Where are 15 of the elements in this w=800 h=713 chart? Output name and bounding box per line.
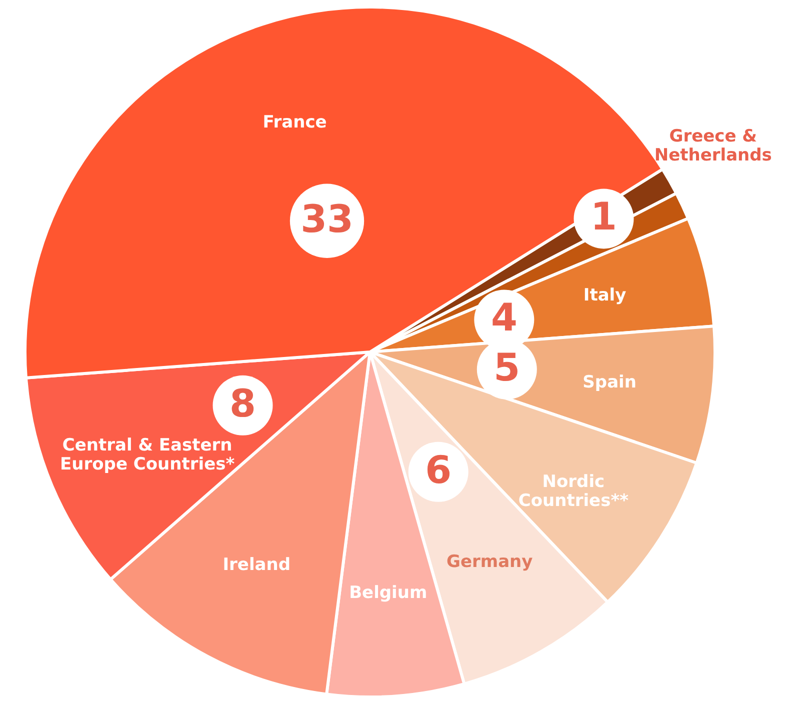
data-label: 1 bbox=[590, 194, 617, 239]
slice-label: Spain bbox=[582, 372, 636, 392]
slice-label: Germany bbox=[446, 552, 533, 572]
data-label: 6 bbox=[425, 448, 452, 492]
data-label: 5 bbox=[494, 345, 520, 390]
data-label: 8 bbox=[230, 381, 256, 426]
data-label: 4 bbox=[490, 296, 518, 340]
data-label: 33 bbox=[300, 196, 354, 241]
slice-label: Ireland bbox=[222, 555, 291, 576]
slice-label: Nordic Countries** bbox=[518, 472, 629, 512]
slice-label: France bbox=[262, 112, 327, 133]
slice-label: Central & Eastern Europe Countries* bbox=[60, 435, 235, 474]
slice-label: Greece & Netherlands bbox=[654, 126, 772, 166]
slice-label: Belgium bbox=[349, 582, 428, 603]
slice-label: Italy bbox=[583, 285, 626, 306]
